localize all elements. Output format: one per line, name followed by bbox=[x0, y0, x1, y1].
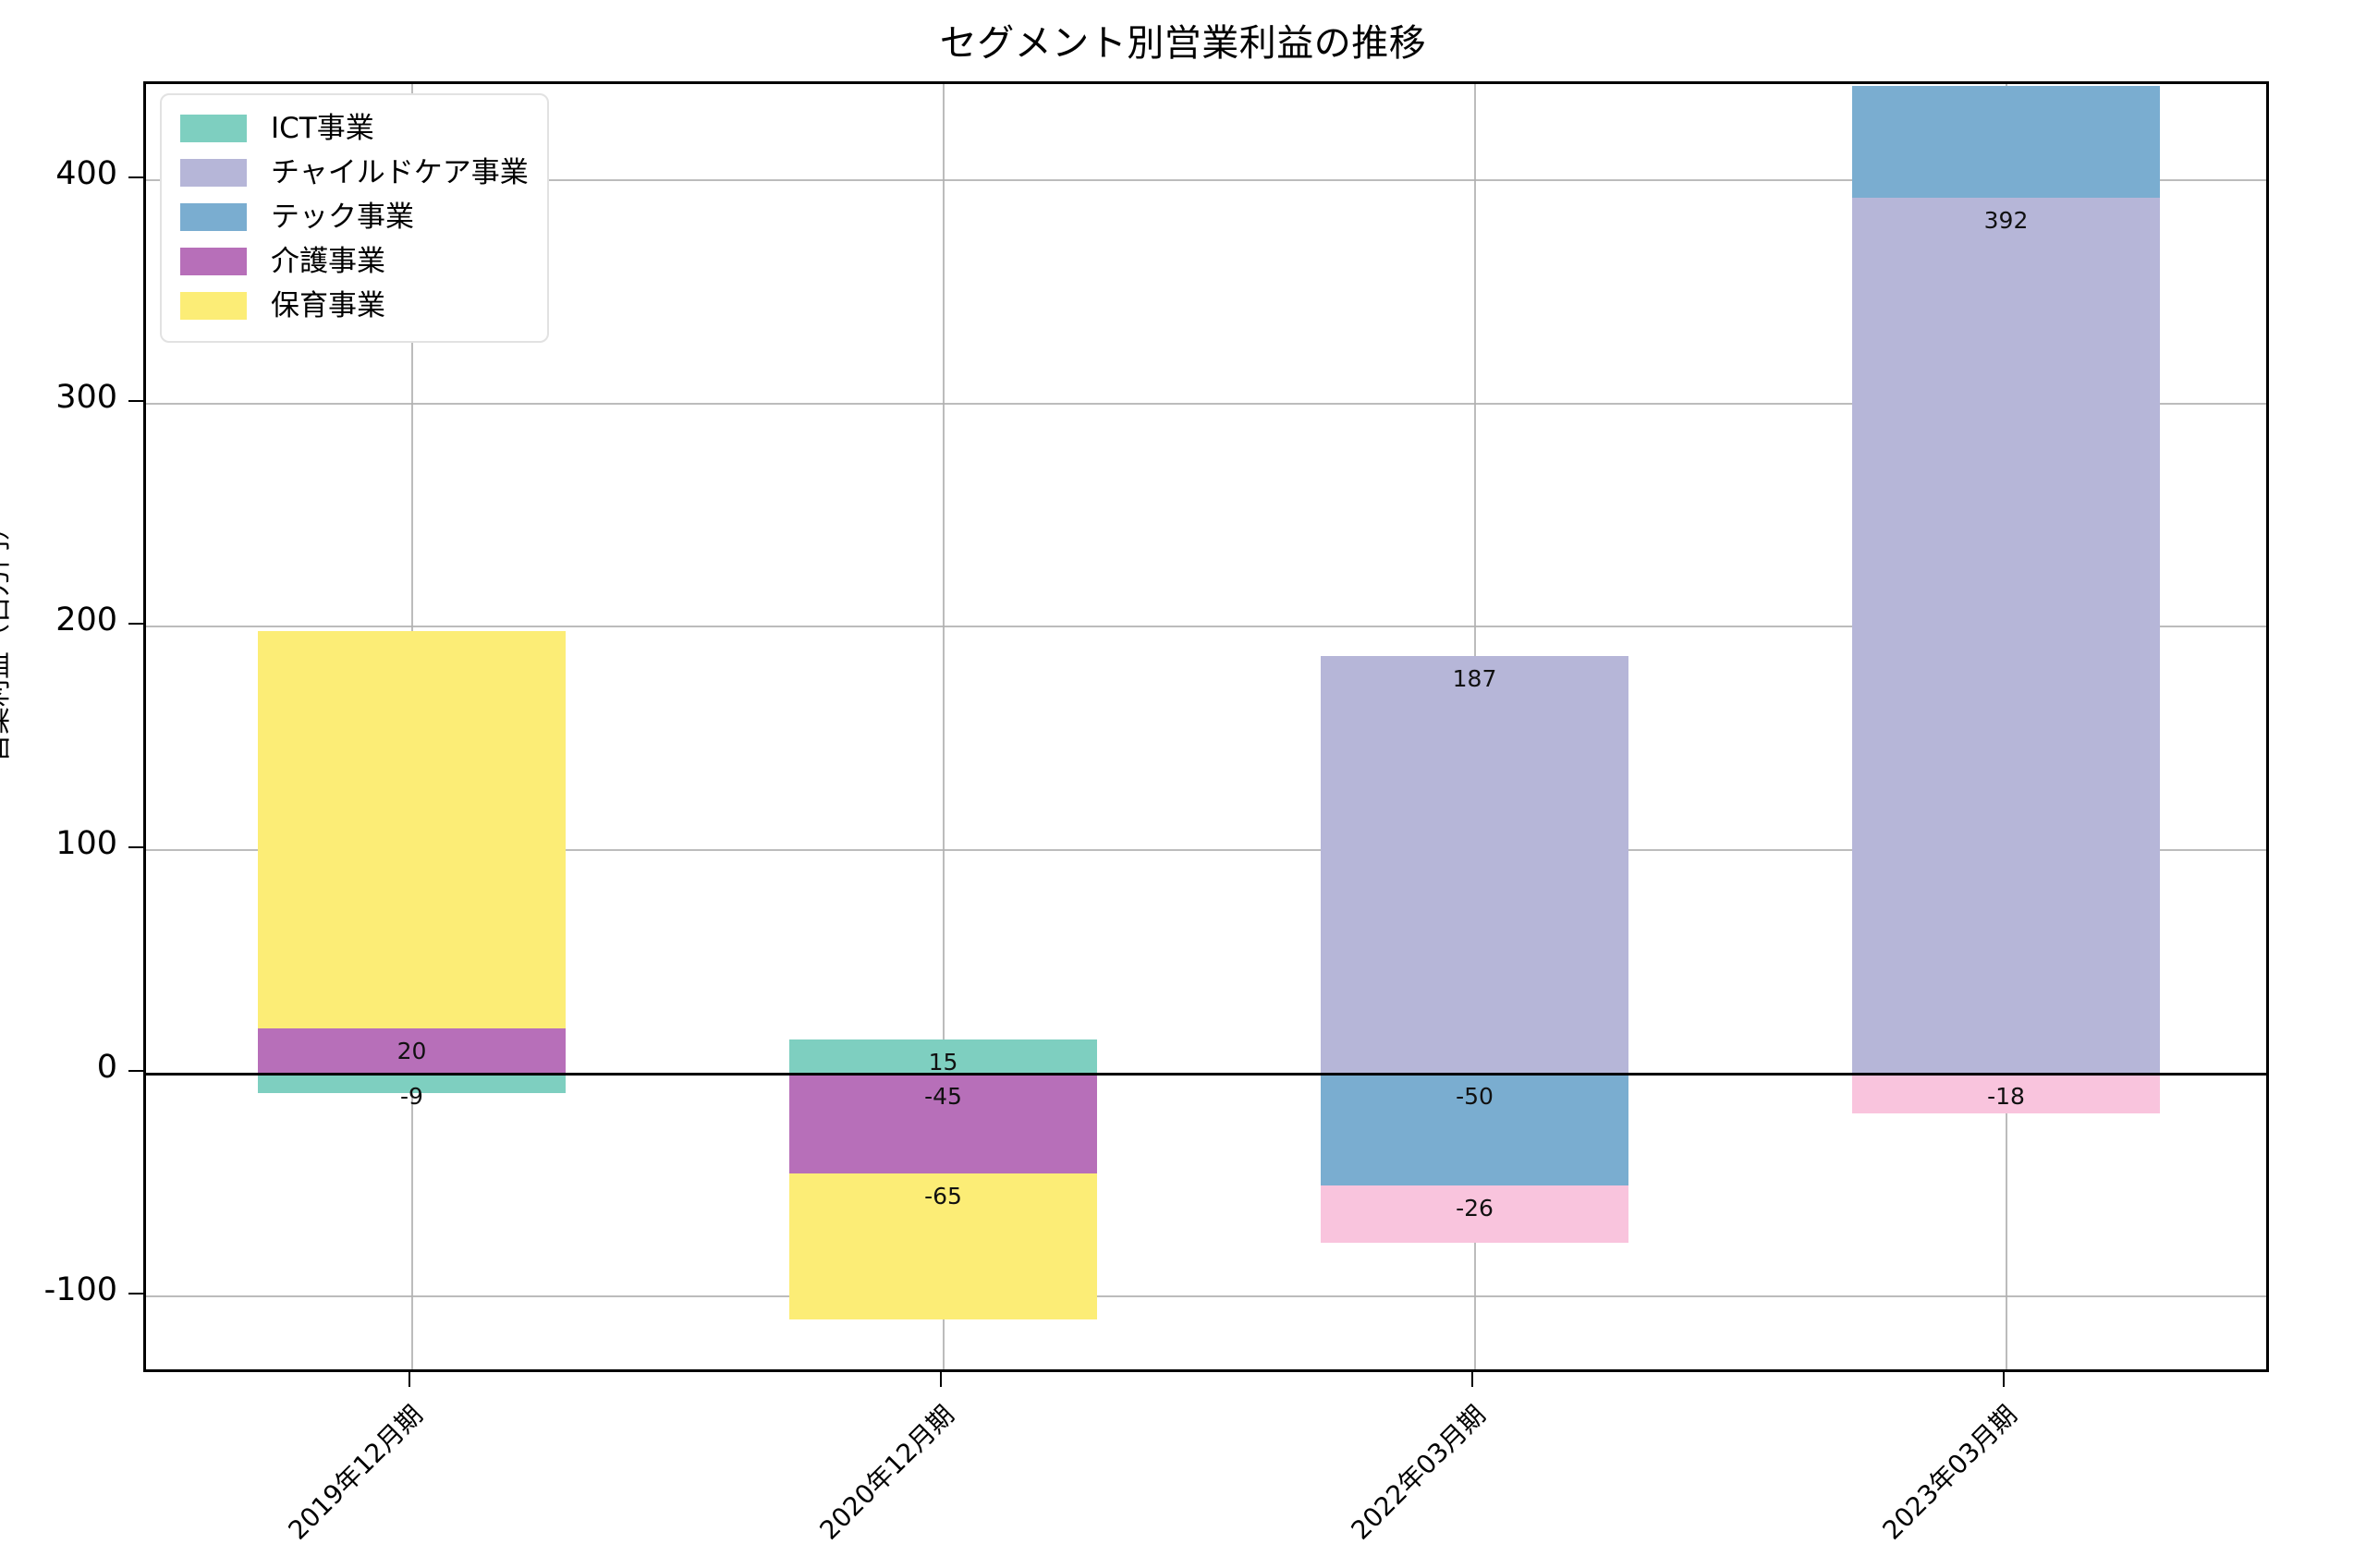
gridline-horizontal bbox=[146, 1295, 2266, 1298]
bar-segment[interactable] bbox=[257, 1028, 567, 1074]
legend-item-label: テック事業 bbox=[271, 200, 414, 234]
gridline-vertical bbox=[942, 84, 945, 1369]
legend-item-label: ICT事業 bbox=[271, 111, 374, 145]
bar-group[interactable]: 20 -9 bbox=[257, 84, 567, 1369]
legend-item[interactable]: チャイルドケア事業 bbox=[180, 151, 529, 195]
y-axis-tick-label: 400 bbox=[55, 154, 117, 192]
y-axis-tick bbox=[128, 176, 143, 178]
y-axis-tick bbox=[128, 623, 143, 626]
bar-group[interactable]: 15 -45 -65 bbox=[788, 84, 1098, 1369]
x-axis-tick-label: 2022年03月期 bbox=[1345, 1399, 1492, 1546]
bar-group[interactable]: 392 -18 bbox=[1851, 84, 2161, 1369]
legend-item[interactable]: ICT事業 bbox=[180, 106, 529, 151]
y-axis-tick-label: 300 bbox=[55, 378, 117, 416]
bar-segment[interactable] bbox=[257, 631, 567, 1029]
legend-color-swatch bbox=[180, 159, 247, 187]
legend-color-swatch bbox=[180, 203, 247, 231]
gridline-horizontal bbox=[146, 402, 2266, 405]
bar-segment[interactable] bbox=[1320, 655, 1629, 1074]
gridline-horizontal bbox=[146, 626, 2266, 628]
x-axis-tick-label: 2020年12月期 bbox=[813, 1399, 960, 1546]
chart-title: セグメント別営業利益の推移 bbox=[939, 22, 1427, 65]
legend-item-label: 介護事業 bbox=[271, 244, 385, 278]
legend-color-swatch bbox=[180, 115, 247, 142]
bar-segment[interactable] bbox=[1320, 1073, 1629, 1185]
legend-item[interactable]: 保育事業 bbox=[180, 284, 529, 328]
bar-segment[interactable] bbox=[1851, 1073, 2161, 1114]
y-axis-tick-label: 200 bbox=[55, 602, 117, 639]
x-axis-tick-label: 2019年12月期 bbox=[282, 1399, 429, 1546]
legend-item[interactable]: テック事業 bbox=[180, 195, 529, 239]
y-axis-tick-label: -100 bbox=[43, 1271, 117, 1309]
y-axis-label: 営業利益（百万円） bbox=[0, 513, 14, 762]
bar-segment[interactable] bbox=[1851, 198, 2161, 1074]
gridline-horizontal bbox=[146, 849, 2266, 851]
legend-item-label: チャイルドケア事業 bbox=[271, 155, 529, 189]
gridline-horizontal bbox=[146, 178, 2266, 181]
bar-segment[interactable] bbox=[257, 1073, 567, 1094]
bar-group[interactable]: 187 -50 -26 bbox=[1320, 84, 1629, 1369]
y-axis-tick bbox=[128, 1293, 143, 1295]
bar-segment[interactable] bbox=[788, 1039, 1098, 1074]
y-axis-tick bbox=[128, 846, 143, 848]
x-axis-tick bbox=[408, 1372, 410, 1387]
legend-item-label: 保育事業 bbox=[271, 288, 385, 322]
legend-item[interactable]: 介護事業 bbox=[180, 239, 529, 284]
chart-legend: ICT事業チャイルドケア事業 テック事業介護事業保育事業 bbox=[160, 93, 549, 343]
x-axis-tick bbox=[1470, 1372, 1473, 1387]
bar-segment[interactable] bbox=[1320, 1185, 1629, 1244]
x-axis-tick bbox=[2002, 1372, 2005, 1387]
y-axis-tick bbox=[128, 1069, 143, 1072]
legend-color-swatch bbox=[180, 248, 247, 275]
bar-segment[interactable] bbox=[788, 1073, 1098, 1174]
bar-segment[interactable] bbox=[1851, 86, 2161, 199]
y-axis-tick-label: 0 bbox=[96, 1048, 117, 1086]
y-axis-tick-label: 100 bbox=[55, 825, 117, 862]
y-axis-tick bbox=[128, 399, 143, 402]
x-axis-tick-label: 2023年03月期 bbox=[1876, 1399, 2023, 1546]
legend-color-swatch bbox=[180, 292, 247, 320]
plot-inner: 20 -9 15 -45 -65 187 -50 -26 392 -18 bbox=[146, 84, 2266, 1369]
zero-baseline bbox=[146, 1072, 2266, 1076]
bar-segment[interactable] bbox=[788, 1173, 1098, 1319]
x-axis-tick bbox=[939, 1372, 942, 1387]
